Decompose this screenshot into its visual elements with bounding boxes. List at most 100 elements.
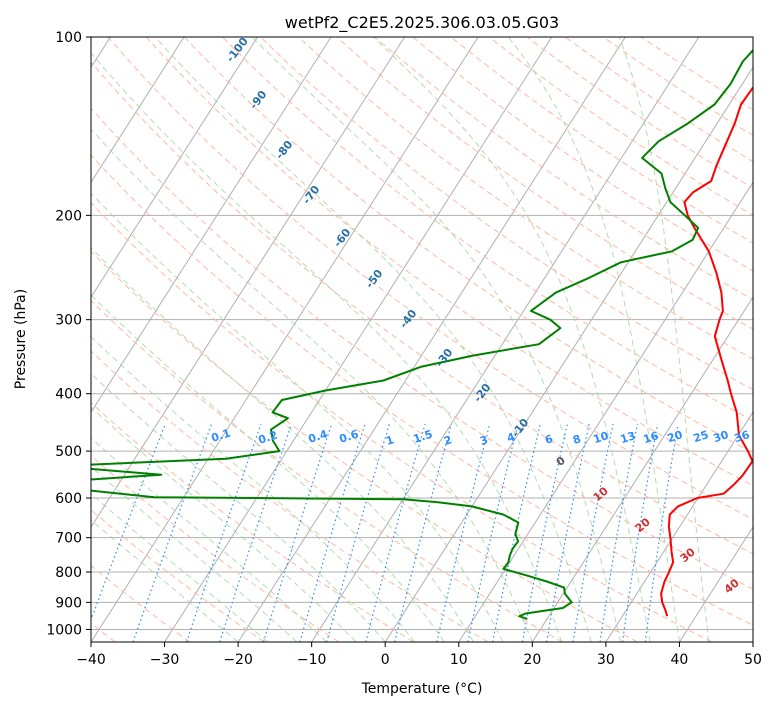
y-tick-label: 900: [55, 595, 82, 611]
x-tick-label: −10: [297, 652, 327, 668]
dry-adiabat-line: [641, 37, 753, 111]
mixing-ratio-label: 6: [543, 432, 555, 447]
dry-adiabat-label: -60: [331, 226, 354, 250]
mixing-ratio-label: 10: [592, 429, 611, 446]
mixing-ratio-label: 3: [478, 433, 489, 448]
moist-adiabat-label: 20: [633, 515, 653, 535]
mixing-ratio-line: [644, 423, 679, 642]
dry-adiabat-line: [91, 509, 265, 642]
moist-adiabat-line: [619, 37, 710, 642]
dry-adiabat-label: -20: [471, 381, 494, 405]
mixing-ratio-line: [436, 423, 491, 642]
moist-adiabat-label: 10: [591, 484, 611, 504]
dry-adiabat-line: [91, 300, 563, 642]
moist-adiabat-line: [91, 128, 533, 642]
x-tick-label: 40: [671, 652, 689, 668]
x-tick-label: 10: [450, 652, 468, 668]
mixing-ratio-label: 1: [384, 433, 395, 448]
moist-adiabat-line: [91, 192, 504, 642]
moist-adiabat-label: 30: [678, 545, 698, 565]
moist-adiabat-line: [154, 37, 592, 642]
moist-adiabat-line: [91, 335, 415, 642]
x-tick-label: 0: [381, 652, 390, 668]
y-tick-label: 1000: [46, 622, 82, 638]
thermo-guide-lines: [91, 37, 753, 642]
y-tick-label: 400: [55, 387, 82, 403]
x-tick-label: −20: [223, 652, 253, 668]
mixing-ratio-line: [262, 423, 333, 642]
y-tick-label: 200: [55, 208, 82, 224]
mixing-ratio-line: [599, 423, 638, 642]
mixing-ratio-label: 2: [442, 433, 453, 448]
mixing-ratio-label: 13: [619, 429, 638, 446]
dry-adiabat-line: [91, 454, 340, 642]
y-tick-label: 700: [55, 531, 82, 547]
y-axis: 100 200 300 400 500 600 700 800 900 1000: [46, 30, 91, 638]
y-tick-label: 300: [55, 313, 82, 329]
temperature-trace: [660, 85, 753, 617]
isotherm-line: [91, 37, 332, 414]
dry-adiabat-label: -100: [224, 35, 251, 65]
mixing-ratio-line: [219, 423, 293, 642]
isotherm-line: [91, 37, 185, 184]
dry-adiabat-line: [107, 37, 753, 520]
dry-adiabat-line: [298, 37, 753, 360]
mixing-ratio-label: 1.5: [412, 427, 435, 445]
isotherm-line: [91, 37, 406, 528]
mixing-ratio-line: [572, 423, 614, 642]
moist-adiabat-line: [251, 37, 622, 642]
moist-adiabat-line: [507, 37, 680, 642]
x-axis: −40 −30 −20 −10 0 10 20 30 40 50: [76, 642, 762, 668]
mixing-ratio-label: 36: [733, 428, 752, 445]
moist-adiabat-line: [91, 519, 239, 642]
y-tick-label: 500: [55, 444, 82, 460]
y-tick-label: 600: [55, 491, 82, 507]
mixing-ratio-label: 8: [571, 432, 582, 447]
isotherm-line: [531, 296, 753, 642]
mixing-ratio-line: [186, 423, 262, 642]
moist-adiabat-line: [91, 466, 298, 642]
dry-adiabat-label: -70: [300, 183, 323, 207]
isotherm-line: [458, 181, 753, 642]
mixing-ratio-line: [299, 423, 366, 642]
mixing-ratio-line: [91, 423, 166, 622]
dry-adiabat-line: [564, 37, 753, 163]
x-tick-label: 50: [744, 652, 762, 668]
dry-adiabat-line: [91, 61, 753, 555]
moist-adiabat-label: 0: [554, 454, 568, 469]
moist-adiabat-line: [372, 37, 651, 642]
dry-adiabat-line: [412, 37, 753, 272]
mixing-ratio-line: [132, 423, 213, 642]
y-tick-label: 100: [55, 30, 82, 46]
x-tick-label: −40: [76, 652, 106, 668]
dry-adiabat-line: [91, 202, 713, 642]
dry-adiabat-line: [91, 154, 753, 626]
dewpoint-trace: [91, 48, 753, 620]
y-tick-label: 800: [55, 565, 82, 581]
mixing-ratio-label: 20: [666, 428, 685, 445]
x-tick-label: 20: [523, 652, 541, 668]
dry-adiabat-line: [91, 402, 414, 642]
mixing-ratio-label: 0.1: [210, 426, 233, 444]
moist-adiabat-line: [91, 247, 474, 642]
moist-adiabat-line: [91, 406, 357, 642]
moist-adiabat-line: [91, 437, 327, 642]
dry-adiabat-label: -90: [247, 88, 270, 112]
mixing-ratio-line: [326, 423, 390, 642]
chart-title: wetPf2_C2E5.2025.306.03.05.G03: [285, 13, 559, 33]
dry-adiabat-label: -40: [397, 307, 420, 331]
isotherm-line: [237, 37, 626, 642]
mixing-ratio-label: 0.4: [307, 427, 330, 445]
sounding-traces: [91, 48, 753, 620]
mixing-ratio-label: 4: [505, 430, 517, 445]
isotherm-line: [679, 526, 753, 642]
moist-adiabat-label: 40: [722, 576, 742, 596]
mixing-ratio-label: 16: [642, 429, 661, 446]
mixing-ratio-line: [467, 423, 519, 642]
x-axis-label: Temperature (°C): [361, 681, 483, 697]
grid-lines: [91, 37, 753, 642]
isotherm-line: [91, 37, 258, 299]
mixing-ratio-line: [394, 423, 452, 642]
isotherm-line: [164, 37, 553, 642]
